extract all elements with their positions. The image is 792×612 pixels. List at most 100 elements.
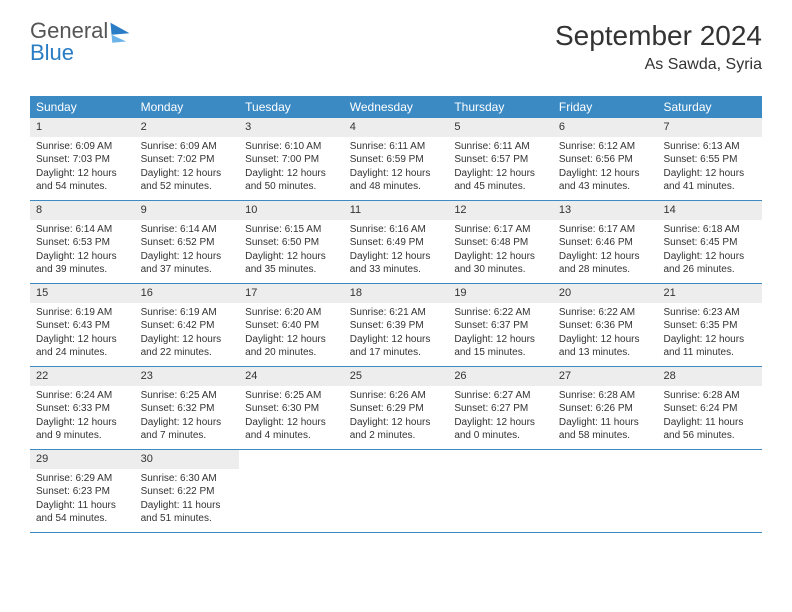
daylight-line: Daylight: 12 hours and 35 minutes. (245, 250, 338, 277)
weekday-saturday: Saturday (657, 96, 762, 118)
week-row: 8Sunrise: 6:14 AMSunset: 6:53 PMDaylight… (30, 201, 762, 284)
day-body: Sunrise: 6:28 AMSunset: 6:26 PMDaylight:… (553, 386, 658, 447)
day-body: Sunrise: 6:18 AMSunset: 6:45 PMDaylight:… (657, 220, 762, 281)
day-cell: 4Sunrise: 6:11 AMSunset: 6:59 PMDaylight… (344, 118, 449, 200)
flag-icon (111, 21, 130, 35)
daylight-line: Daylight: 12 hours and 30 minutes. (454, 250, 547, 277)
sunrise-line: Sunrise: 6:28 AM (663, 389, 756, 403)
daylight-line: Daylight: 12 hours and 45 minutes. (454, 167, 547, 194)
day-body: Sunrise: 6:26 AMSunset: 6:29 PMDaylight:… (344, 386, 449, 447)
sunset-line: Sunset: 6:48 PM (454, 236, 547, 250)
daylight-line: Daylight: 12 hours and 52 minutes. (141, 167, 234, 194)
day-cell: 13Sunrise: 6:17 AMSunset: 6:46 PMDayligh… (553, 201, 658, 283)
week-row: 1Sunrise: 6:09 AMSunset: 7:03 PMDaylight… (30, 118, 762, 201)
sunrise-line: Sunrise: 6:20 AM (245, 306, 338, 320)
day-cell: 8Sunrise: 6:14 AMSunset: 6:53 PMDaylight… (30, 201, 135, 283)
sunrise-line: Sunrise: 6:26 AM (350, 389, 443, 403)
empty-cell (239, 450, 344, 532)
sunrise-line: Sunrise: 6:30 AM (141, 472, 234, 486)
day-number: 21 (657, 284, 762, 303)
daylight-line: Daylight: 12 hours and 4 minutes. (245, 416, 338, 443)
day-body: Sunrise: 6:27 AMSunset: 6:27 PMDaylight:… (448, 386, 553, 447)
logo-part2: Blue (30, 40, 74, 65)
daylight-line: Daylight: 11 hours and 58 minutes. (559, 416, 652, 443)
daylight-line: Daylight: 12 hours and 0 minutes. (454, 416, 547, 443)
sunset-line: Sunset: 6:26 PM (559, 402, 652, 416)
day-number: 29 (30, 450, 135, 469)
day-body: Sunrise: 6:25 AMSunset: 6:30 PMDaylight:… (239, 386, 344, 447)
day-body: Sunrise: 6:22 AMSunset: 6:37 PMDaylight:… (448, 303, 553, 364)
day-number: 2 (135, 118, 240, 137)
day-body: Sunrise: 6:09 AMSunset: 7:03 PMDaylight:… (30, 137, 135, 198)
day-cell: 3Sunrise: 6:10 AMSunset: 7:00 PMDaylight… (239, 118, 344, 200)
day-cell: 19Sunrise: 6:22 AMSunset: 6:37 PMDayligh… (448, 284, 553, 366)
logo: General Blue (30, 20, 129, 64)
sunset-line: Sunset: 6:39 PM (350, 319, 443, 333)
sunrise-line: Sunrise: 6:09 AM (141, 140, 234, 154)
day-cell: 24Sunrise: 6:25 AMSunset: 6:30 PMDayligh… (239, 367, 344, 449)
sunrise-line: Sunrise: 6:09 AM (36, 140, 129, 154)
sunset-line: Sunset: 6:46 PM (559, 236, 652, 250)
day-body: Sunrise: 6:24 AMSunset: 6:33 PMDaylight:… (30, 386, 135, 447)
day-cell: 26Sunrise: 6:27 AMSunset: 6:27 PMDayligh… (448, 367, 553, 449)
day-number: 8 (30, 201, 135, 220)
weekday-friday: Friday (553, 96, 658, 118)
day-cell: 17Sunrise: 6:20 AMSunset: 6:40 PMDayligh… (239, 284, 344, 366)
sunset-line: Sunset: 6:43 PM (36, 319, 129, 333)
day-body: Sunrise: 6:11 AMSunset: 6:59 PMDaylight:… (344, 137, 449, 198)
daylight-line: Daylight: 12 hours and 43 minutes. (559, 167, 652, 194)
daylight-line: Daylight: 11 hours and 51 minutes. (141, 499, 234, 526)
day-cell: 5Sunrise: 6:11 AMSunset: 6:57 PMDaylight… (448, 118, 553, 200)
sunset-line: Sunset: 7:02 PM (141, 153, 234, 167)
day-body: Sunrise: 6:23 AMSunset: 6:35 PMDaylight:… (657, 303, 762, 364)
day-cell: 14Sunrise: 6:18 AMSunset: 6:45 PMDayligh… (657, 201, 762, 283)
empty-cell (448, 450, 553, 532)
day-cell: 7Sunrise: 6:13 AMSunset: 6:55 PMDaylight… (657, 118, 762, 200)
sunrise-line: Sunrise: 6:16 AM (350, 223, 443, 237)
daylight-line: Daylight: 12 hours and 28 minutes. (559, 250, 652, 277)
header: General Blue September 2024 As Sawda, Sy… (0, 0, 792, 84)
page-subtitle: As Sawda, Syria (555, 56, 762, 74)
empty-cell (657, 450, 762, 532)
day-body: Sunrise: 6:17 AMSunset: 6:48 PMDaylight:… (448, 220, 553, 281)
sunset-line: Sunset: 6:42 PM (141, 319, 234, 333)
day-body: Sunrise: 6:19 AMSunset: 6:42 PMDaylight:… (135, 303, 240, 364)
day-body: Sunrise: 6:28 AMSunset: 6:24 PMDaylight:… (657, 386, 762, 447)
sunset-line: Sunset: 6:36 PM (559, 319, 652, 333)
day-number: 25 (344, 367, 449, 386)
sunrise-line: Sunrise: 6:29 AM (36, 472, 129, 486)
day-cell: 15Sunrise: 6:19 AMSunset: 6:43 PMDayligh… (30, 284, 135, 366)
daylight-line: Daylight: 12 hours and 22 minutes. (141, 333, 234, 360)
daylight-line: Daylight: 11 hours and 54 minutes. (36, 499, 129, 526)
day-number: 17 (239, 284, 344, 303)
day-number: 10 (239, 201, 344, 220)
day-number: 28 (657, 367, 762, 386)
sunrise-line: Sunrise: 6:21 AM (350, 306, 443, 320)
sunset-line: Sunset: 6:32 PM (141, 402, 234, 416)
day-number: 12 (448, 201, 553, 220)
day-body: Sunrise: 6:19 AMSunset: 6:43 PMDaylight:… (30, 303, 135, 364)
sunrise-line: Sunrise: 6:23 AM (663, 306, 756, 320)
day-cell: 16Sunrise: 6:19 AMSunset: 6:42 PMDayligh… (135, 284, 240, 366)
day-body: Sunrise: 6:15 AMSunset: 6:50 PMDaylight:… (239, 220, 344, 281)
day-cell: 9Sunrise: 6:14 AMSunset: 6:52 PMDaylight… (135, 201, 240, 283)
page-title: September 2024 (555, 20, 762, 52)
week-row: 22Sunrise: 6:24 AMSunset: 6:33 PMDayligh… (30, 367, 762, 450)
sunrise-line: Sunrise: 6:18 AM (663, 223, 756, 237)
sunset-line: Sunset: 6:24 PM (663, 402, 756, 416)
day-number: 23 (135, 367, 240, 386)
day-body: Sunrise: 6:16 AMSunset: 6:49 PMDaylight:… (344, 220, 449, 281)
day-number: 16 (135, 284, 240, 303)
day-number: 4 (344, 118, 449, 137)
day-number: 24 (239, 367, 344, 386)
sunset-line: Sunset: 6:49 PM (350, 236, 443, 250)
day-cell: 1Sunrise: 6:09 AMSunset: 7:03 PMDaylight… (30, 118, 135, 200)
daylight-line: Daylight: 12 hours and 15 minutes. (454, 333, 547, 360)
day-body: Sunrise: 6:14 AMSunset: 6:53 PMDaylight:… (30, 220, 135, 281)
daylight-line: Daylight: 12 hours and 41 minutes. (663, 167, 756, 194)
sunset-line: Sunset: 6:59 PM (350, 153, 443, 167)
daylight-line: Daylight: 11 hours and 56 minutes. (663, 416, 756, 443)
sunset-line: Sunset: 6:50 PM (245, 236, 338, 250)
daylight-line: Daylight: 12 hours and 24 minutes. (36, 333, 129, 360)
daylight-line: Daylight: 12 hours and 39 minutes. (36, 250, 129, 277)
